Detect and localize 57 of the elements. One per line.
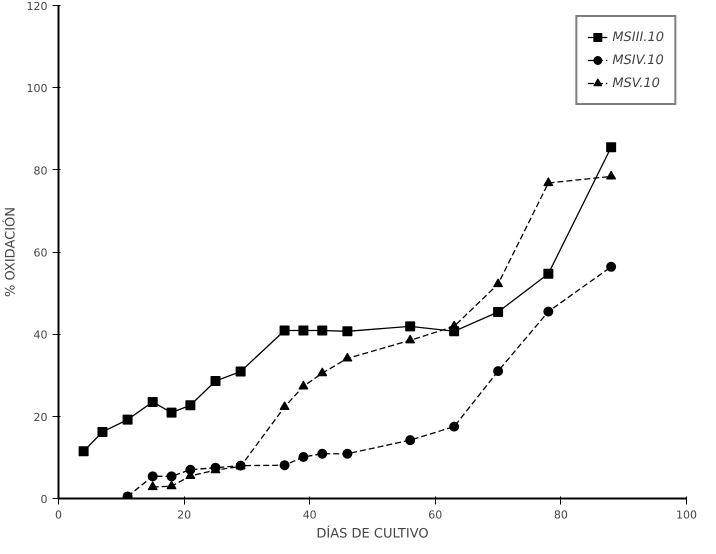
point bbox=[280, 460, 290, 470]
point bbox=[166, 471, 177, 482]
point bbox=[78, 446, 89, 456]
point bbox=[342, 352, 352, 362]
point bbox=[405, 321, 416, 332]
point bbox=[148, 396, 158, 407]
point bbox=[493, 366, 504, 376]
point bbox=[148, 481, 158, 490]
point bbox=[493, 306, 504, 317]
point bbox=[317, 368, 328, 376]
point bbox=[185, 464, 196, 475]
x-axis-title: DÍAS DE CULTIVO bbox=[316, 524, 429, 542]
x-tick-label: 0 bbox=[55, 508, 62, 522]
legend-label: MSV.10 bbox=[612, 76, 660, 90]
point bbox=[449, 422, 460, 432]
point bbox=[166, 480, 177, 490]
legend-label: MSIV.10 bbox=[612, 52, 664, 68]
point bbox=[298, 380, 308, 390]
y-tick-label: 80 bbox=[34, 164, 48, 178]
point bbox=[342, 326, 352, 336]
y-axis-title: % OXIDACIÓN bbox=[2, 207, 19, 297]
point bbox=[342, 448, 352, 459]
point bbox=[236, 366, 246, 377]
point bbox=[606, 170, 616, 180]
legend-label: MSIII.10 bbox=[612, 30, 664, 44]
point bbox=[317, 325, 328, 336]
point bbox=[280, 401, 290, 410]
point bbox=[405, 334, 416, 344]
y-tick-label: 40 bbox=[34, 328, 48, 342]
point bbox=[298, 452, 308, 462]
point bbox=[97, 426, 108, 437]
y-tick-label: 0 bbox=[40, 493, 48, 506]
x-tick-label: 40 bbox=[302, 508, 317, 522]
point bbox=[148, 471, 158, 482]
y-tick-label: 100 bbox=[26, 82, 48, 96]
point bbox=[493, 278, 504, 288]
y-tick-label: 60 bbox=[34, 246, 48, 260]
point bbox=[543, 177, 554, 186]
point bbox=[298, 325, 308, 336]
point bbox=[449, 326, 460, 336]
point bbox=[122, 414, 133, 425]
point bbox=[606, 262, 616, 272]
x-tick-label: 60 bbox=[428, 508, 442, 522]
point bbox=[210, 376, 220, 386]
y-tick-label: 120 bbox=[26, 0, 48, 13]
point bbox=[543, 268, 554, 279]
y-tick-label: 20 bbox=[34, 410, 48, 424]
x-tick-label: 20 bbox=[177, 508, 192, 522]
point bbox=[543, 306, 554, 317]
point bbox=[166, 408, 177, 418]
x-tick-label: 100 bbox=[676, 508, 697, 522]
point bbox=[317, 448, 328, 459]
point bbox=[606, 142, 616, 152]
point bbox=[280, 325, 290, 336]
point bbox=[405, 435, 416, 446]
point bbox=[185, 400, 196, 410]
x-tick-label: 80 bbox=[554, 508, 568, 522]
